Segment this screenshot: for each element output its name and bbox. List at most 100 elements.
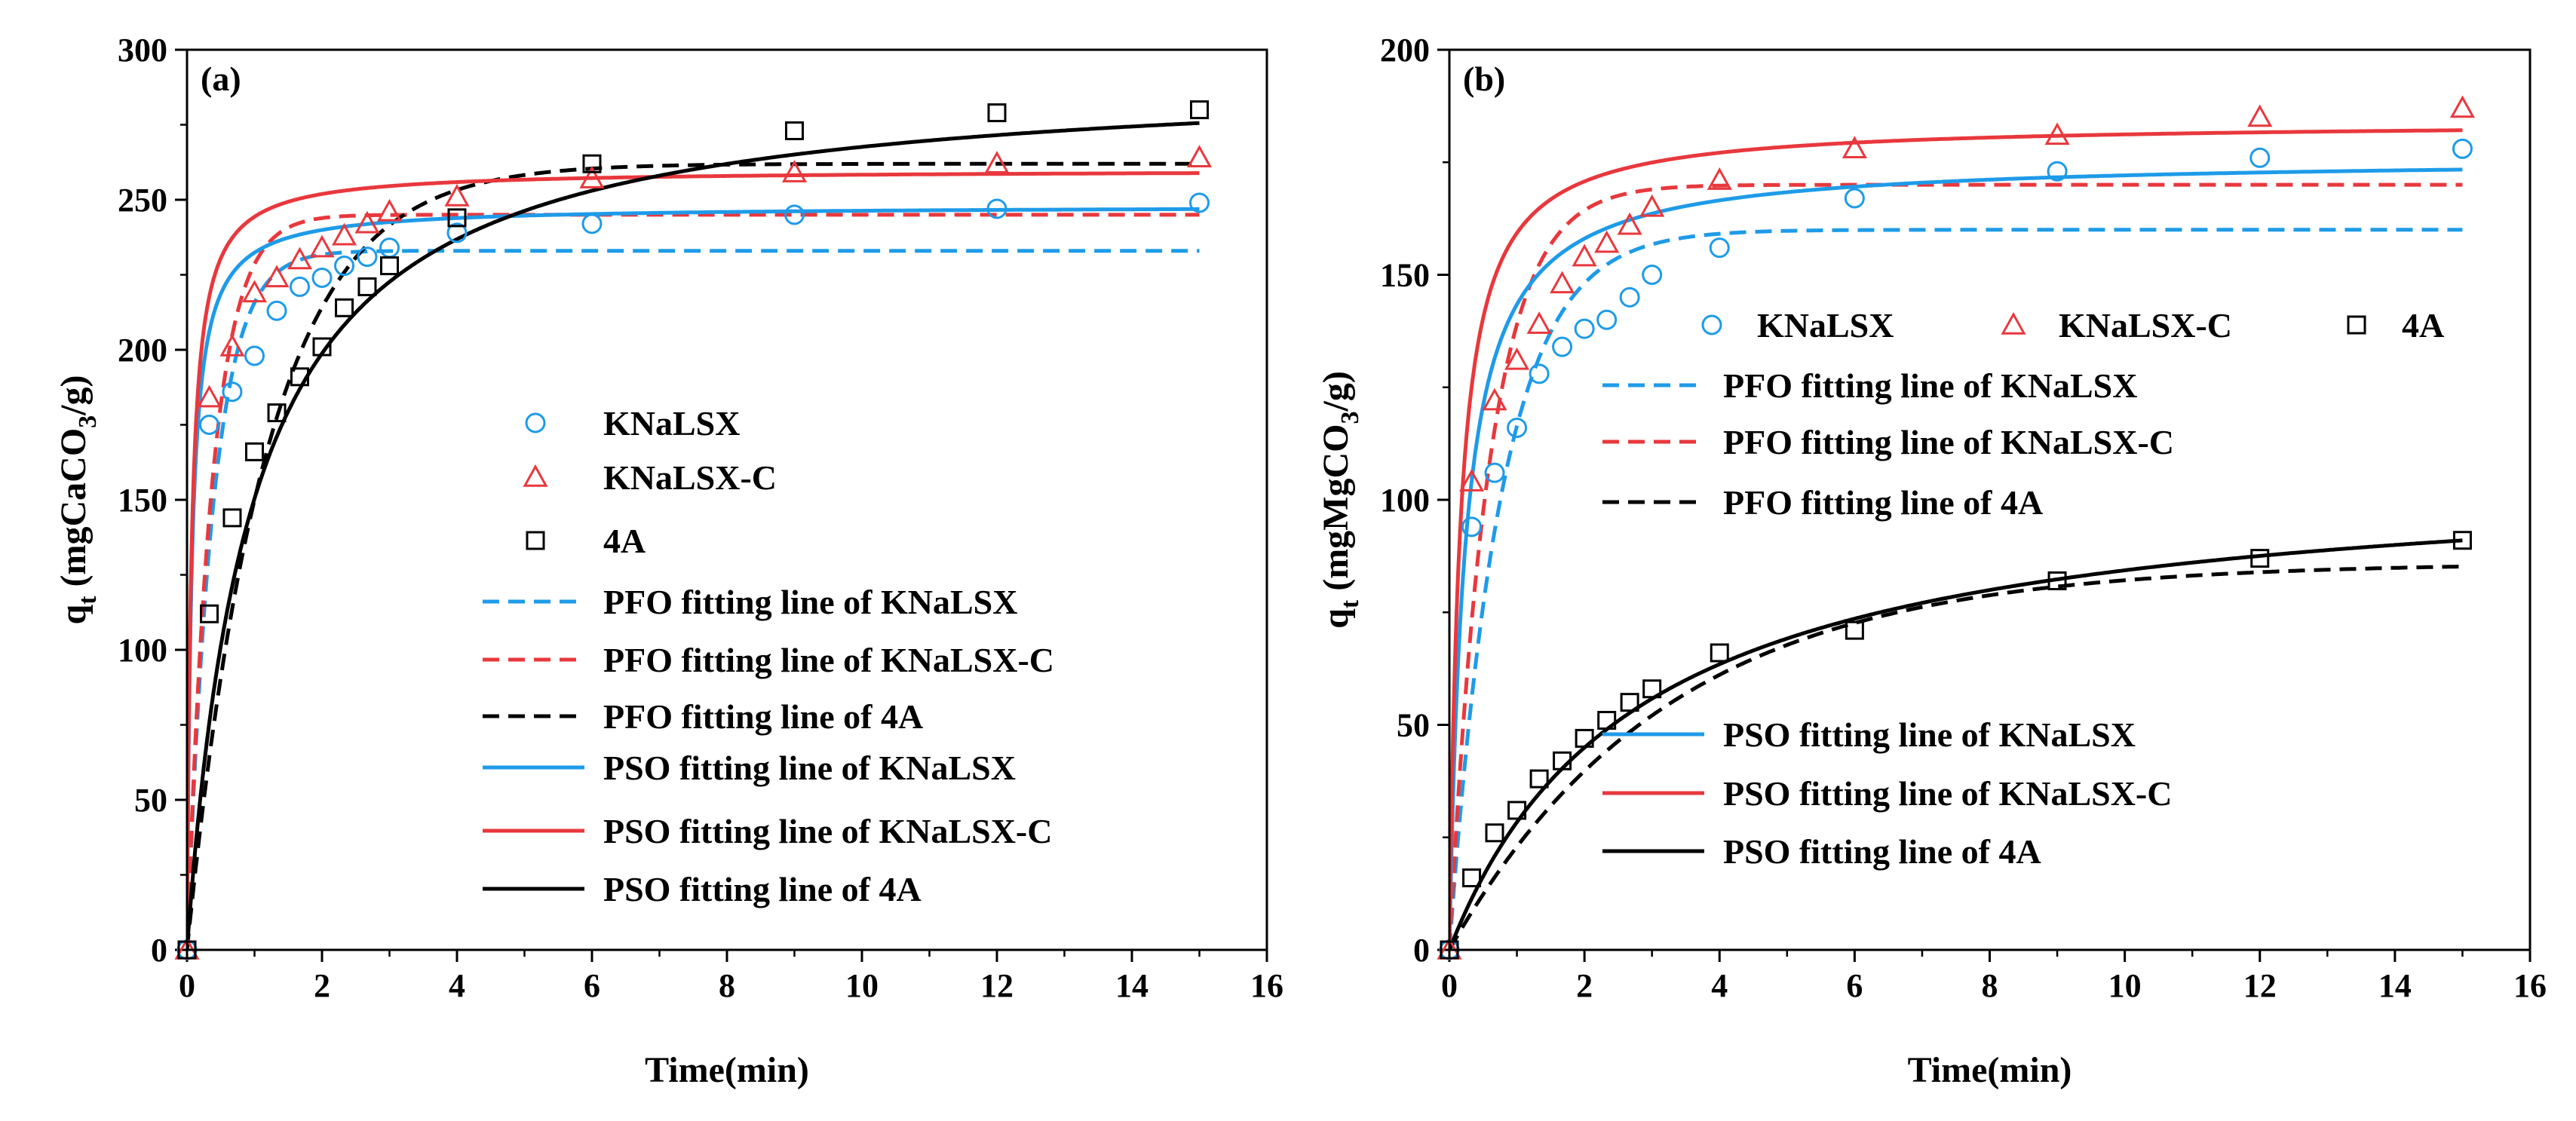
y-tick-label: 200 xyxy=(1380,32,1430,69)
legend-label: PSO fitting line of KNaLSX-C xyxy=(603,812,1052,850)
data-point-square xyxy=(1529,769,1549,789)
x-tick-label: 0 xyxy=(179,967,195,1004)
y-tick-label: 0 xyxy=(1413,932,1430,969)
series-line-7 xyxy=(187,171,1200,950)
x-tick-label: 14 xyxy=(1115,967,1148,1004)
data-point-square xyxy=(290,367,309,387)
data-point-circle xyxy=(446,222,468,243)
data-point-triangle xyxy=(1504,347,1530,370)
legend-label: KNaLSX-C xyxy=(603,458,777,497)
data-point-circle xyxy=(1507,417,1528,438)
series-line-5 xyxy=(1449,565,2463,950)
data-point-circle xyxy=(784,204,805,225)
legend-marker-square xyxy=(2347,315,2366,335)
data-point-triangle xyxy=(376,198,403,222)
plot-frame xyxy=(1448,48,2532,951)
data-point-square xyxy=(357,277,377,296)
x-tick-label: 0 xyxy=(1441,967,1458,1004)
x-tick-label: 10 xyxy=(845,967,879,1004)
data-point-square xyxy=(1845,620,1864,640)
data-point-circle xyxy=(1596,309,1618,330)
series-line-5 xyxy=(187,161,1200,950)
data-point-triangle xyxy=(1186,145,1213,167)
data-point-triangle xyxy=(2247,104,2273,127)
data-point-circle xyxy=(986,198,1007,219)
data-point-circle xyxy=(334,256,355,277)
data-point-square xyxy=(1462,868,1482,887)
data-point-square xyxy=(222,508,242,528)
data-point-triangle xyxy=(1526,311,1552,334)
data-point-square xyxy=(335,298,354,317)
data-point-circle xyxy=(1642,265,1663,285)
data-point-circle xyxy=(1529,363,1550,384)
data-point-triangle xyxy=(241,280,268,303)
data-point-square xyxy=(785,121,804,140)
data-point-triangle xyxy=(1572,243,1597,267)
y-tick-label: 50 xyxy=(134,782,167,819)
x-tick-label: 2 xyxy=(1576,967,1593,1004)
data-point-triangle xyxy=(219,333,245,357)
data-point-triangle xyxy=(2449,95,2475,118)
data-point-square xyxy=(1507,801,1527,820)
data-point-square xyxy=(447,208,467,228)
data-point-circle xyxy=(2452,138,2473,159)
legend-label: PSO fitting line of KNaLSX xyxy=(1723,715,2136,754)
legend-label: PSO fitting line of 4A xyxy=(1723,832,2041,871)
y-tick-label: 100 xyxy=(1380,482,1430,519)
legend-label: PSO fitting line of 4A xyxy=(603,870,922,908)
data-point-triangle xyxy=(1550,271,1575,294)
data-point-circle xyxy=(199,415,220,435)
data-point-circle xyxy=(1484,462,1505,483)
series-line-8 xyxy=(1449,538,2463,950)
legend-label: KNaLSX-C xyxy=(2059,306,2232,345)
data-point-square xyxy=(200,604,219,623)
legend-label: PFO fitting line of 4A xyxy=(603,697,923,736)
x-tick-label: 8 xyxy=(1982,967,1998,1004)
legend-marker-triangle xyxy=(523,464,548,487)
series-line-3 xyxy=(187,249,1200,950)
x-tick-label: 8 xyxy=(719,967,735,1004)
data-point-circle xyxy=(1552,336,1573,357)
data-point-circle xyxy=(1619,286,1640,308)
series-line-3 xyxy=(1449,228,2463,950)
y-tick-label: 0 xyxy=(151,932,167,969)
data-point-square xyxy=(2047,571,2067,590)
data-point-square xyxy=(1642,679,1662,699)
data-point-circle xyxy=(1189,192,1210,213)
y-tick-label: 300 xyxy=(118,32,167,69)
panel-b: 0 2 4 6 8 10 12 14 16 0 50 100 150 200 Time(min) qt (mg… xyxy=(1316,32,2547,1090)
legend-marker-triangle xyxy=(2001,311,2026,335)
series-line-4 xyxy=(1449,182,2463,950)
legend-label: 4A xyxy=(603,522,646,560)
legend-marker-circle xyxy=(1701,314,1722,335)
x-axis-title: Time(min) xyxy=(1908,1050,2072,1090)
data-point-circle xyxy=(244,345,265,366)
data-point-circle xyxy=(357,247,378,268)
data-point-triangle xyxy=(1594,230,1620,253)
data-point-square xyxy=(582,154,602,173)
data-point-triangle xyxy=(354,210,380,234)
x-axis-title: Time(min) xyxy=(645,1050,809,1090)
data-point-circle xyxy=(1709,237,1730,259)
legend-marker-square xyxy=(526,531,545,550)
panel-a: 0 2 4 6 8 10 12 14 16 0 50 100 150 200 250 300 Time(min)… xyxy=(54,32,1283,1090)
data-point-triangle xyxy=(2044,122,2070,145)
legend-label: PFO fitting line of KNaLSX xyxy=(1723,366,2137,405)
data-point-triangle xyxy=(579,166,605,188)
data-point-square xyxy=(1553,751,1572,770)
data-point-square xyxy=(380,256,399,276)
legend-label: PSO fitting line of KNaLSX xyxy=(603,749,1016,787)
data-point-circle xyxy=(2249,147,2271,168)
x-tick-label: 14 xyxy=(2378,967,2412,1004)
x-tick-label: 4 xyxy=(449,967,465,1004)
legend-label: KNaLSX xyxy=(1757,306,1894,345)
x-tick-label: 10 xyxy=(2108,967,2142,1004)
data-point-square xyxy=(1575,728,1594,748)
data-point-triangle xyxy=(444,183,470,207)
y-tick-label: 50 xyxy=(1397,707,1430,744)
plot-frame xyxy=(186,48,1268,951)
data-point-triangle xyxy=(984,151,1010,173)
y-tick-label: 100 xyxy=(118,632,167,669)
series-line-7 xyxy=(1449,128,2463,950)
